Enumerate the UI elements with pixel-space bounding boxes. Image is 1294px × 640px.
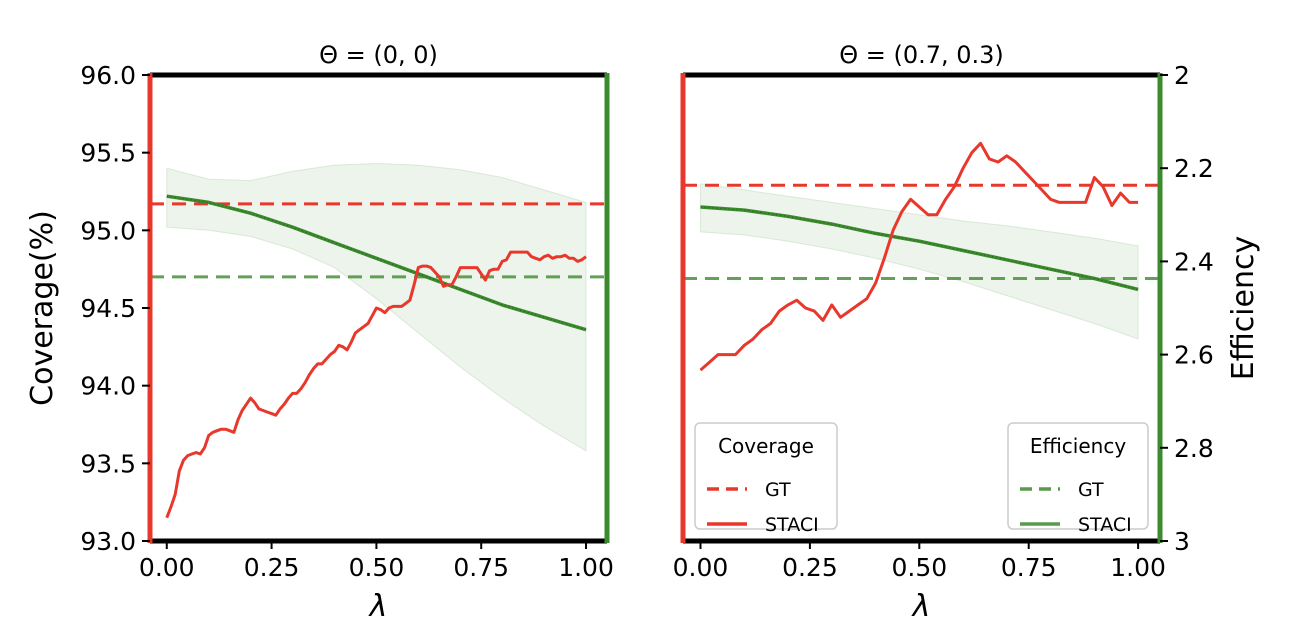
y-tick-label: 95.0 <box>80 216 136 245</box>
y-axis-label-coverage: Coverage(%) <box>25 210 60 406</box>
x-tick-label: 0.25 <box>244 553 300 582</box>
legend-box <box>694 422 838 530</box>
panel-title: Θ = (0.7, 0.3) <box>839 41 1004 69</box>
legend-box <box>1007 422 1149 530</box>
x-tick-label: 1.00 <box>558 553 614 582</box>
x-tick-label: 0.00 <box>673 553 729 582</box>
y-tick-label: 93.0 <box>80 527 136 556</box>
x-tick-label: 0.00 <box>139 553 195 582</box>
coverage-staci-line <box>699 141 1139 372</box>
legend-label: GT <box>765 479 791 501</box>
x-tick-label: 0.50 <box>349 553 405 582</box>
y-tick-label: 93.5 <box>80 449 136 478</box>
efficiency-legend: Efficiency GT STACI <box>1007 422 1149 536</box>
efficiency-confidence-band <box>166 162 587 452</box>
legend-label: GT <box>1078 479 1104 501</box>
y2-tick-label: 2.6 <box>1174 341 1214 370</box>
x-tick-label: 1.00 <box>1110 553 1166 582</box>
series-lines <box>165 141 1139 519</box>
y2-tick-label: 2.8 <box>1174 434 1214 463</box>
y2-tick-label: 3 <box>1174 527 1190 556</box>
x-tick-label: 0.25 <box>782 553 838 582</box>
x-axis-label: λ <box>368 589 388 624</box>
y-tick-label: 94.0 <box>80 372 136 401</box>
efficiency-staci-line <box>700 205 1139 292</box>
y-axis-label-efficiency: Efficiency <box>1226 236 1261 381</box>
legends: Coverage GT STACI Efficiency GT STACI <box>694 422 1149 536</box>
panel-title: Θ = (0, 0) <box>319 41 438 69</box>
x-axis-label: λ <box>911 589 931 624</box>
legend-label: STACI <box>765 514 819 536</box>
x-tick-label: 0.75 <box>453 553 509 582</box>
y2-tick-label: 2.4 <box>1174 247 1214 276</box>
y-tick-label: 95.5 <box>80 139 136 168</box>
efficiency-staci-markers <box>166 195 587 331</box>
x-tick-label: 0.75 <box>1001 553 1057 582</box>
ground-truth-lines <box>150 183 1160 280</box>
legend-label: STACI <box>1078 514 1132 536</box>
coverage-staci-line <box>165 250 587 519</box>
axes <box>142 72 1168 549</box>
x-tick-label: 0.50 <box>891 553 947 582</box>
y2-tick-label: 2 <box>1174 61 1190 90</box>
legend-title: Efficiency <box>1030 434 1127 458</box>
y-tick-label: 96.0 <box>80 61 136 90</box>
confidence-bands <box>166 162 1139 452</box>
coverage-legend: Coverage GT STACI <box>694 422 838 536</box>
y2-tick-label: 2.2 <box>1174 154 1214 183</box>
legend-title: Coverage <box>718 434 814 458</box>
axis-text: 0.00 0.25 0.50 0.75 1.00 96.0 95.5 95.0 94.5 94.0… <box>25 41 1261 624</box>
efficiency-confidence-band <box>700 183 1139 340</box>
y-tick-label: 94.5 <box>80 294 136 323</box>
